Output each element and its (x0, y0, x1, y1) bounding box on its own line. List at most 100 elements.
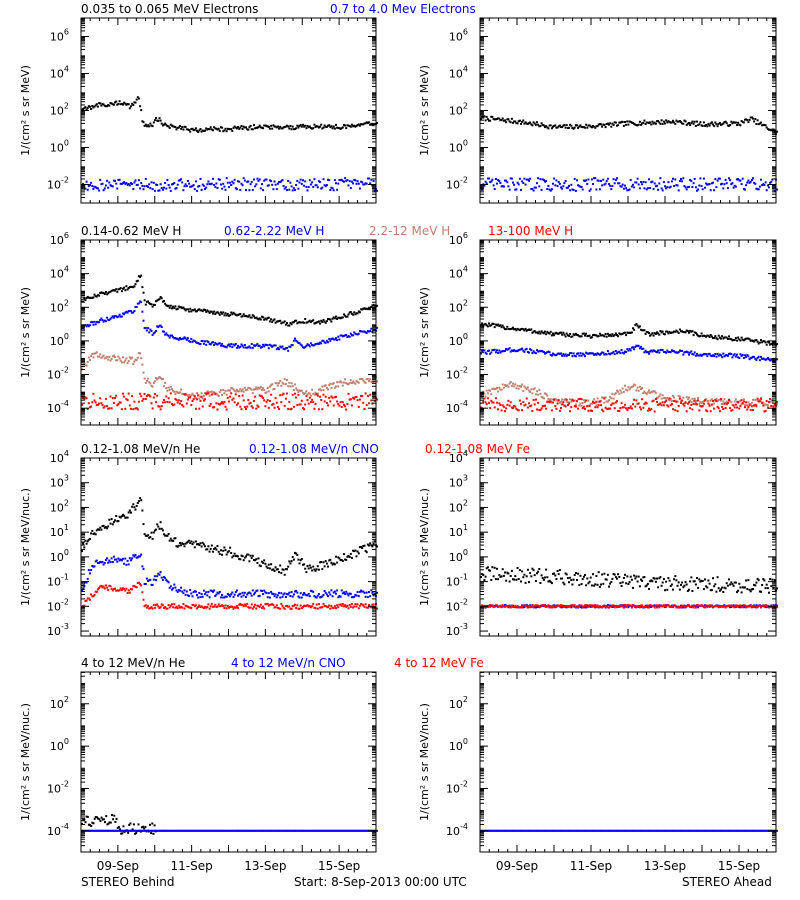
data-point (209, 605, 212, 608)
data-point (562, 401, 565, 404)
data-point (689, 399, 692, 402)
data-point (692, 353, 695, 356)
data-point (218, 342, 221, 345)
data-point (341, 401, 344, 404)
data-point (705, 398, 708, 401)
data-point (706, 125, 709, 128)
data-point (632, 122, 634, 124)
data-point (678, 120, 681, 122)
data-point (188, 396, 191, 399)
data-point (83, 546, 86, 549)
data-point (104, 526, 107, 529)
data-point (215, 593, 218, 596)
data-point (636, 386, 639, 389)
data-point (528, 402, 530, 405)
data-point (198, 592, 201, 594)
data-point (549, 400, 552, 403)
data-point (513, 349, 516, 352)
data-point (309, 321, 312, 324)
data-point (753, 181, 756, 184)
data-point (232, 397, 235, 400)
data-point (760, 178, 762, 181)
data-point (194, 310, 197, 313)
data-point (662, 397, 665, 400)
data-point (574, 124, 577, 127)
data-point (328, 124, 331, 127)
data-point (81, 108, 83, 111)
data-point (118, 559, 121, 562)
data-point (505, 348, 508, 351)
data-point (136, 356, 139, 359)
data-point (270, 563, 273, 566)
data-point (230, 593, 233, 596)
data-point (588, 189, 591, 192)
data-point (651, 332, 654, 335)
data-point (191, 392, 194, 395)
data-point (107, 561, 110, 564)
data-point (300, 389, 303, 392)
data-point (151, 333, 154, 336)
data-point (354, 179, 357, 182)
data-point (584, 334, 586, 337)
data-point (356, 333, 359, 336)
data-point (488, 119, 490, 122)
data-point (536, 390, 538, 393)
data-point (169, 585, 172, 588)
data-point (135, 504, 138, 507)
data-point (587, 409, 590, 412)
data-point (141, 591, 144, 594)
data-point (729, 179, 732, 182)
data-point (108, 104, 111, 107)
data-point (327, 341, 329, 344)
data-point (161, 330, 164, 333)
data-point (492, 401, 495, 404)
data-point (243, 179, 246, 182)
data-point (616, 177, 618, 180)
data-point (266, 567, 269, 569)
data-point (263, 607, 266, 610)
data-point (291, 556, 294, 559)
data-point (98, 321, 101, 324)
data-point (658, 182, 661, 185)
data-point (321, 595, 324, 598)
data-point (525, 178, 528, 181)
data-point (538, 409, 541, 411)
data-point (225, 607, 228, 610)
data-point (577, 184, 580, 187)
data-point (541, 405, 544, 408)
data-point (185, 590, 188, 593)
data-point (90, 569, 93, 571)
data-point (99, 102, 102, 105)
data-point (490, 399, 493, 402)
data-point (163, 533, 165, 536)
data-point (251, 554, 254, 557)
data-point (305, 127, 308, 130)
data-point (373, 123, 376, 125)
data-point (118, 288, 121, 290)
data-point (501, 324, 504, 327)
data-point (186, 128, 189, 131)
data-point (546, 330, 549, 333)
data-point (111, 315, 114, 318)
data-point (279, 394, 282, 397)
data-point (257, 595, 260, 598)
data-point (276, 568, 279, 571)
data-point (658, 121, 661, 124)
data-point (485, 324, 488, 327)
data-point (357, 332, 360, 335)
data-point (579, 397, 582, 400)
data-point (107, 358, 110, 361)
data-point (483, 397, 486, 400)
data-point (193, 397, 196, 400)
data-point (341, 603, 344, 605)
data-point (705, 124, 708, 126)
data-point (329, 126, 332, 129)
data-point (201, 183, 204, 186)
data-point (349, 332, 352, 335)
data-point (499, 388, 502, 391)
data-point (708, 404, 711, 407)
data-point (609, 333, 612, 336)
data-point (194, 590, 197, 593)
data-point (155, 329, 157, 332)
data-point (152, 603, 155, 606)
